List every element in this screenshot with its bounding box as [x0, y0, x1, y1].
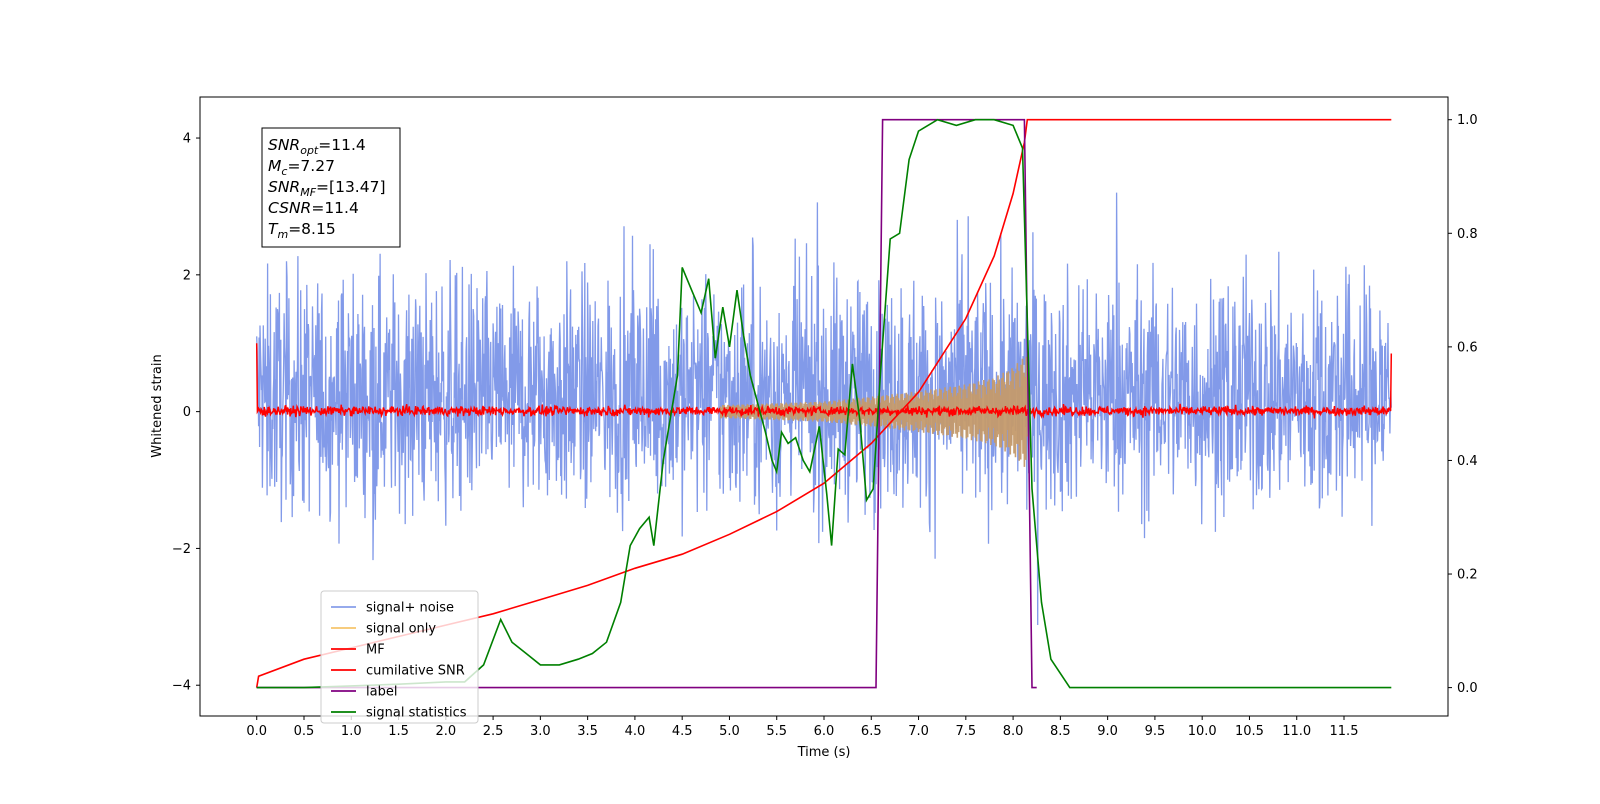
y-tick-label-left: 2 [183, 268, 191, 283]
x-axis-label: Time (s) [797, 745, 851, 760]
x-tick-label: 8.5 [1050, 724, 1071, 739]
y-tick-label-left: 4 [183, 132, 191, 147]
legend-frame [320, 590, 479, 724]
legend-entry: label [331, 685, 397, 700]
y-tick-label-right: 0.2 [1457, 568, 1478, 583]
x-tick-label: 0.5 [294, 724, 315, 739]
x-tick-label: 7.5 [955, 724, 976, 739]
legend-entry: signal statistics [331, 706, 467, 721]
series-signal-statistics [256, 118, 1392, 689]
y-axis-left: 4 2 0 −2 −4 [172, 132, 200, 694]
annotation-line: SNRMF=[13.47] [268, 178, 386, 199]
legend-label: label [366, 685, 397, 700]
y-tick-label-right: 0.0 [1457, 681, 1478, 696]
x-tick-label: 5.5 [766, 724, 787, 739]
y-axis-label: Whitened strain [150, 354, 165, 457]
annotation-frame [261, 127, 401, 248]
x-tick-label: 6.0 [814, 724, 835, 739]
y-tick-label-left: 0 [183, 405, 191, 420]
y-tick-label-right: 0.6 [1457, 340, 1478, 355]
x-tick-label: 2.0 [435, 724, 456, 739]
y-tick-label-left: −2 [172, 542, 191, 557]
x-tick-label: 11.5 [1330, 724, 1359, 739]
x-tick-label: 3.0 [530, 724, 551, 739]
legend-entry: cumilative SNR [331, 664, 465, 679]
series-label [256, 118, 1037, 689]
y-axis-right: 1.0 0.8 0.6 0.4 0.2 0.0 [1448, 113, 1478, 696]
x-tick-label: 1.5 [388, 724, 409, 739]
y-tick-label-left: −4 [172, 679, 191, 694]
x-tick-label: 11.0 [1282, 724, 1311, 739]
legend-label: signal only [366, 622, 436, 637]
x-tick-label: 2.5 [483, 724, 504, 739]
annotation-line: Tm=8.15 [268, 220, 336, 241]
legend-entry: signal+ noise [331, 601, 454, 616]
x-tick-label: 5.0 [719, 724, 740, 739]
annotation-line: Mc=7.27 [268, 157, 335, 178]
x-tick-label: 3.5 [577, 724, 598, 739]
x-tick-label: 6.5 [861, 724, 882, 739]
x-tick-label: 10.5 [1235, 724, 1264, 739]
x-tick-label: 4.5 [672, 724, 693, 739]
series-signal-noise [256, 192, 1392, 626]
legend-label: signal statistics [366, 706, 467, 721]
stats-annotation-box: SNRopt=11.4Mc=7.27SNRMF=[13.47]CSNR=11.4… [261, 127, 401, 248]
x-axis: 0.0 0.5 1.0 1.5 2.0 2.5 3.0 3.5 4.0 4.5 5.0 5.5 6.0 6… [246, 716, 1358, 739]
legend-label: signal+ noise [366, 601, 454, 616]
annotation-line: CSNR=11.4 [268, 199, 359, 217]
x-tick-label: 0.0 [246, 724, 267, 739]
legend-entry: MF [331, 643, 385, 658]
series-mf [255, 343, 1393, 420]
x-tick-label: 9.0 [1097, 724, 1118, 739]
legend: signal+ noise signal only MF cumilative SNR… [320, 590, 479, 724]
legend-entry: signal only [331, 622, 436, 637]
legend-label: cumilative SNR [366, 664, 465, 679]
y-tick-label-right: 0.4 [1457, 454, 1478, 469]
x-tick-label: 8.0 [1003, 724, 1024, 739]
legend-label: MF [366, 643, 385, 658]
x-tick-label: 1.0 [341, 724, 362, 739]
y-tick-label-right: 0.8 [1457, 227, 1478, 242]
x-tick-label: 4.0 [625, 724, 646, 739]
y-tick-label-right: 1.0 [1457, 113, 1478, 128]
x-tick-label: 9.5 [1145, 724, 1166, 739]
x-tick-label: 7.0 [908, 724, 929, 739]
x-tick-label: 10.0 [1188, 724, 1217, 739]
annotation-line: SNRopt=11.4 [268, 136, 366, 157]
